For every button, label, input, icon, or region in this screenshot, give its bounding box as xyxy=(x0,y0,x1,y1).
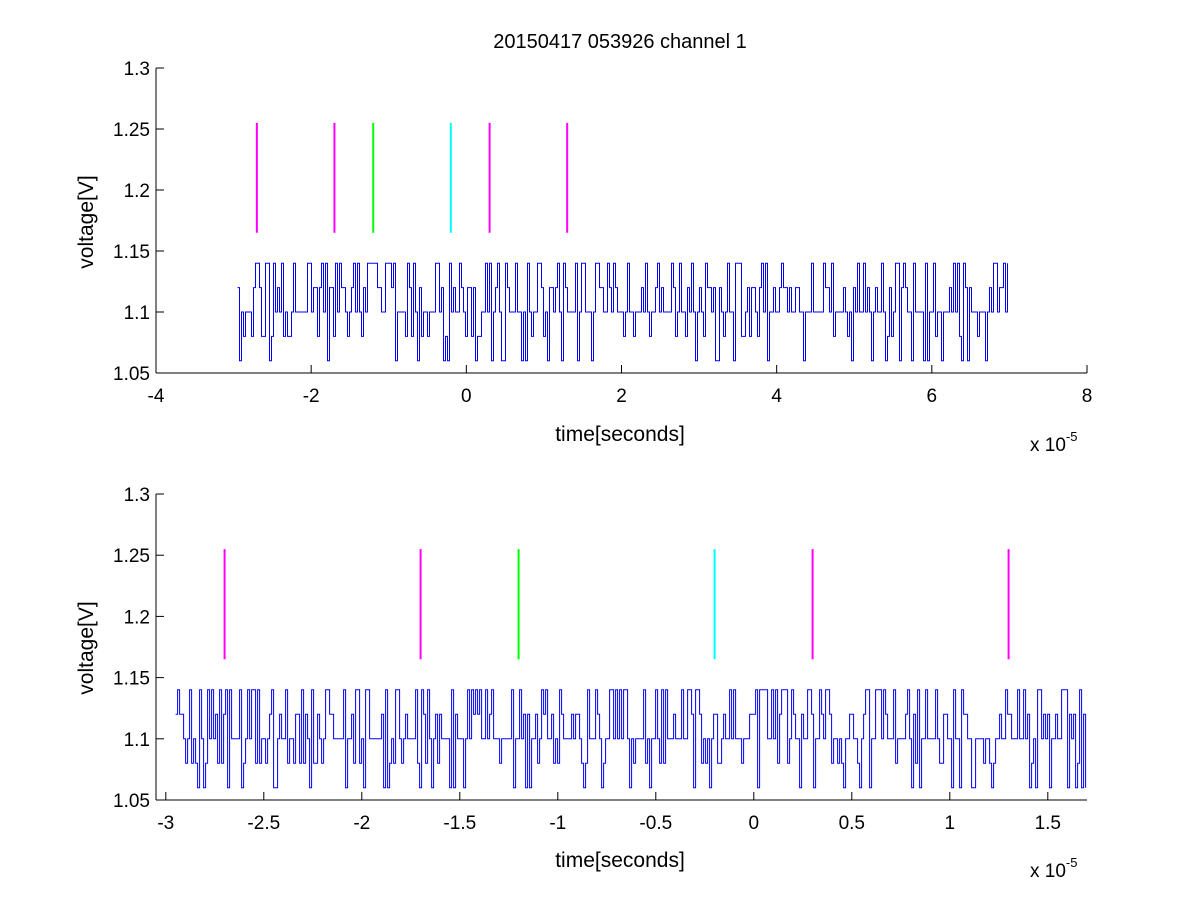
bottom-x-multiplier: x 10-5 xyxy=(1030,855,1077,882)
bottom-x-multiplier-exponent: -5 xyxy=(1066,855,1078,870)
bottom-x-tick-label: 0 xyxy=(749,813,760,834)
bottom-x-tick-label: 1 xyxy=(945,813,956,834)
bottom-x-multiplier-base: x 10 xyxy=(1030,861,1066,882)
bottom-y-ticks: 1.05 1.1 1.15 1.2 1.25 1.3 xyxy=(113,485,164,812)
bottom-x-ticks: -3 -2.5 -2 -1.5 -1 -0.5 0 0.5 1 1.5 xyxy=(157,792,1061,834)
bottom-y-tick-label: 1.05 xyxy=(113,791,150,812)
top-y-axis-label: voltage[V] xyxy=(75,175,98,268)
bottom-x-tick-label: -1 xyxy=(549,813,566,834)
bottom-subplot: -3 -2.5 -2 -1.5 -1 -0.5 0 0.5 1 1.5 1.051.11.151.… xyxy=(75,485,1087,882)
top-trace-group xyxy=(237,262,1008,362)
bottom-axes xyxy=(155,494,1087,801)
top-x-tick-label: -2 xyxy=(303,386,320,407)
bottom-x-tick-label: 1.5 xyxy=(1035,813,1061,834)
figure-title: 20150417 053926 channel 1 xyxy=(493,31,747,53)
top-x-tick-label: -4 xyxy=(148,386,165,407)
top-y-tick-label: 1.05 xyxy=(113,364,150,385)
bottom-marker-group xyxy=(223,549,1010,660)
top-x-multiplier-base: x 10 xyxy=(1030,435,1066,456)
top-x-axis-label: time[seconds] xyxy=(555,423,685,446)
top-voltage-trace xyxy=(237,262,1008,362)
top-x-tick-label: 2 xyxy=(616,386,627,407)
top-y-tick-label: 1.3 xyxy=(124,59,150,80)
top-x-multiplier-exponent: -5 xyxy=(1066,429,1078,444)
top-y-tick-label: 1.25 xyxy=(113,120,150,141)
top-x-ticks: -4 -2 0 2 4 6 8 xyxy=(148,365,1093,407)
top-y-ticks: 1.05 1.1 1.15 1.2 1.25 1.3 xyxy=(113,59,164,385)
top-x-tick-label: 8 xyxy=(1082,386,1093,407)
bottom-x-tick-label: -2 xyxy=(353,813,370,834)
top-x-tick-label: 6 xyxy=(927,386,938,407)
bottom-y-tick-label: 1.2 xyxy=(124,607,150,628)
bottom-x-tick-label: -2.5 xyxy=(247,813,280,834)
top-y-tick-label: 1.1 xyxy=(124,303,150,324)
bottom-y-axis-label: voltage[V] xyxy=(75,601,98,694)
top-y-tick-label: 1.15 xyxy=(113,242,150,263)
bottom-x-tick-label: -1.5 xyxy=(443,813,476,834)
bottom-x-axis-label: time[seconds] xyxy=(555,849,685,872)
top-axes xyxy=(155,68,1087,374)
top-x-tick-label: 4 xyxy=(771,386,782,407)
bottom-x-tick-label: -0.5 xyxy=(639,813,672,834)
bottom-trace-group xyxy=(175,689,1087,789)
bottom-x-tick-label: -3 xyxy=(157,813,174,834)
bottom-y-tick-label: 1.1 xyxy=(124,730,150,751)
top-x-multiplier: x 10-5 xyxy=(1030,429,1077,456)
top-y-tick-label: 1.2 xyxy=(124,181,150,202)
top-x-tick-label: 0 xyxy=(461,386,472,407)
top-marker-group xyxy=(255,122,569,233)
bottom-y-tick-label: 1.3 xyxy=(124,485,150,506)
bottom-x-tick-label: 0.5 xyxy=(839,813,865,834)
bottom-y-tick-label: 1.25 xyxy=(113,546,150,567)
top-subplot: -4 -2 0 2 4 6 8 1.05 1.1 1.15 1.2 1.25 1.3 time[sec… xyxy=(75,59,1092,456)
bottom-y-tick-label: 1.15 xyxy=(113,669,150,690)
bottom-voltage-trace xyxy=(175,689,1087,789)
